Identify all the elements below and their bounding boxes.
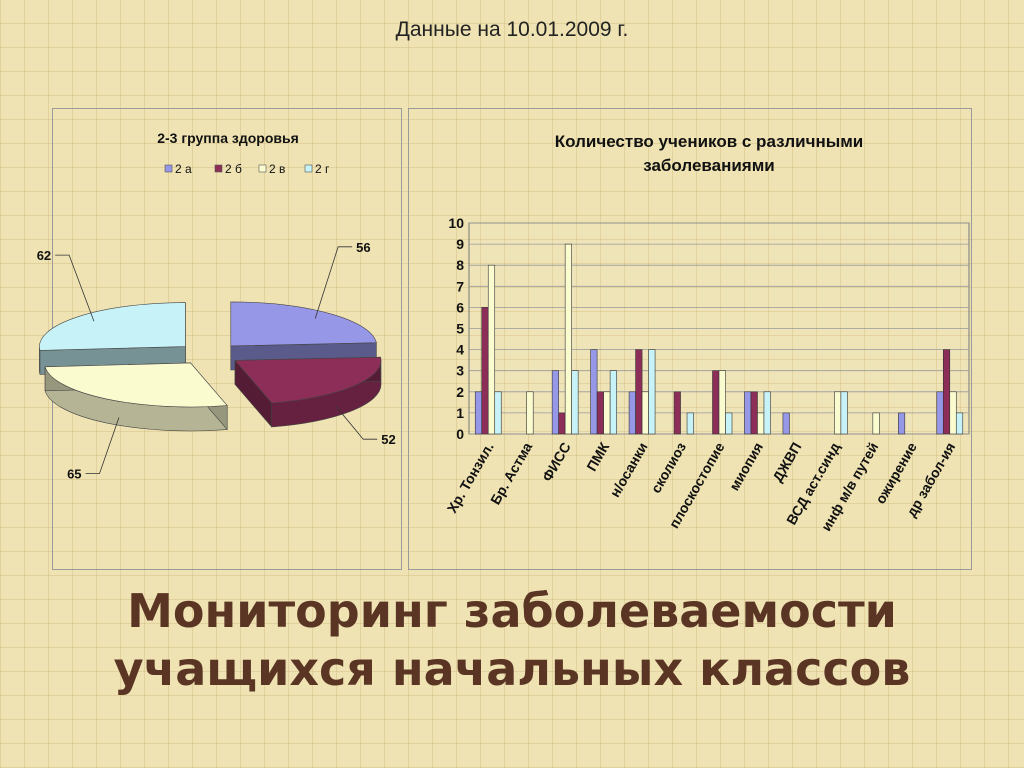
pie-slice [44, 362, 228, 432]
bar-x-tick-label: н/осанки [607, 440, 651, 500]
pie-chart: 2-3 группа здоровья 2 а 2 б 2 в 2 г 56 52 65 62 [37, 130, 396, 481]
pie-legend-swatch [164, 164, 173, 173]
bar-chart-title-line1: Количество учеников с различными [555, 132, 864, 151]
bar [603, 391, 611, 435]
bar-y-tick-label: 4 [456, 342, 464, 358]
bar [725, 412, 733, 435]
pie-slice [234, 356, 382, 428]
bar [834, 391, 842, 435]
page-title: Мониторинг заболеваемости учащихся начал… [0, 582, 1024, 698]
pie-legend-swatch [304, 164, 313, 173]
bar [564, 243, 572, 435]
pie-data-label: 65 [67, 466, 81, 481]
pie-data-label: 56 [356, 240, 370, 255]
bar [596, 391, 604, 435]
bar-y-tick-label: 6 [456, 299, 464, 315]
bar [558, 412, 566, 435]
bar [641, 391, 649, 435]
bar [686, 412, 694, 435]
pie-leader-line [314, 246, 353, 319]
bar-y-tick-label: 7 [456, 278, 464, 294]
bar [474, 391, 483, 435]
bar-x-tick-label: Хр. Тонзил. [444, 440, 497, 516]
bar [494, 391, 502, 435]
bar [551, 370, 559, 435]
pie-leader-line [335, 405, 378, 440]
bar [712, 370, 720, 435]
bar-y-tick-label: 9 [456, 236, 464, 252]
bar [942, 349, 951, 435]
bar [898, 412, 906, 435]
bar [840, 391, 848, 435]
bar [526, 391, 534, 435]
bar-y-tick-label: 3 [456, 363, 464, 379]
bar [718, 370, 726, 435]
bar [757, 412, 765, 435]
bar [673, 391, 681, 435]
pie-chart-panel: 2-3 группа здоровья 2 а 2 б 2 в 2 г 56 52 65 62 [37, 108, 402, 570]
pie-title: 2-3 группа здоровья [157, 130, 299, 146]
bar [936, 391, 944, 435]
pie-slice-top [230, 301, 377, 347]
pie-leader-line [55, 254, 95, 322]
bar [744, 391, 752, 435]
bar-y-tick-label: 10 [448, 215, 464, 231]
bar [872, 412, 880, 435]
pie-slice-top [44, 362, 228, 408]
pie-legend-swatch [258, 164, 267, 173]
bar-chart-title-line2: заболеваниями [643, 156, 775, 175]
bar [955, 412, 964, 435]
bar-y-tick-label: 5 [456, 321, 464, 337]
page-title-line1: Мониторинг заболеваемости [127, 584, 897, 638]
bar-x-tick-label: ФИСС [539, 440, 574, 485]
pie-slice-top [234, 356, 382, 404]
bar-chart: Количество учеников с различными заболева… [444, 132, 970, 534]
bar-y-tick-label: 2 [456, 384, 464, 400]
bar [648, 349, 656, 435]
bar [609, 370, 617, 435]
pie-legend-label: 2 в [269, 162, 285, 176]
bar-x-tick-label: миопия [726, 440, 766, 494]
bar [481, 307, 489, 435]
pie-data-label: 52 [381, 432, 395, 447]
bar-x-tick-label: сколиоз [647, 439, 689, 495]
bar [750, 391, 758, 435]
bar [763, 391, 771, 435]
bar-x-tick-label: ПМК [583, 439, 612, 474]
bar-y-tick-label: 8 [456, 257, 464, 273]
bar [635, 349, 643, 435]
bar-x-tick-label: ДЖВП [769, 440, 804, 485]
pie-data-label: 62 [37, 248, 51, 263]
pie-slice-top [39, 302, 186, 351]
bar-y-tick-label: 0 [456, 426, 464, 442]
bar-y-tick-label: 1 [456, 405, 464, 421]
bar [628, 391, 636, 435]
bar [949, 391, 957, 435]
pie-legend-label: 2 б [225, 162, 242, 176]
pie-legend-label: 2 а [175, 162, 192, 176]
page-title-line2: учащихся начальных классов [113, 642, 911, 696]
date-line: Данные на 10.01.2009 г. [395, 18, 629, 41]
bar [487, 264, 496, 435]
bar [782, 412, 790, 435]
pie-legend-swatch [214, 164, 223, 173]
bar [571, 370, 579, 435]
bar-chart-panel: Количество учеников с различными заболева… [408, 108, 972, 570]
bar [590, 349, 598, 435]
pie-leader-line [85, 417, 120, 474]
pie-legend-label: 2 г [315, 162, 330, 176]
